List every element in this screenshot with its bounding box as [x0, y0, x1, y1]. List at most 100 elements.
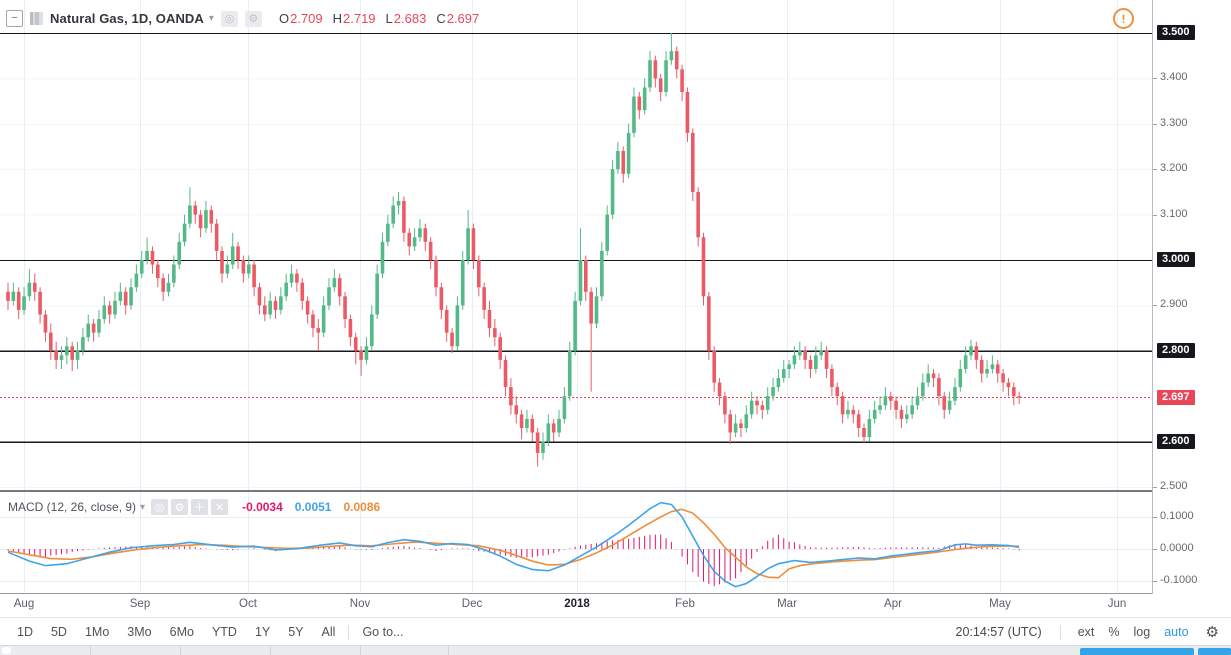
macd-hide-eye-icon[interactable]: ◎	[151, 499, 169, 515]
price-tick-label[interactable]: 3.400	[1160, 71, 1188, 84]
range-button-5y[interactable]: 5Y	[288, 625, 304, 639]
candle-down	[888, 396, 893, 401]
candle-down	[851, 409, 856, 415]
time-axis-label: Dec	[461, 598, 483, 610]
scale-mode-ext[interactable]: ext	[1077, 625, 1095, 639]
candle-down	[337, 278, 342, 297]
candle-up	[814, 355, 818, 369]
candle-up	[113, 300, 117, 315]
pane-separator[interactable]	[0, 490, 1231, 492]
level-price-label[interactable]: 3.000	[1157, 252, 1195, 267]
candle-down	[402, 200, 406, 233]
level-price-label[interactable]: 3.500	[1157, 25, 1195, 40]
range-button-1y[interactable]: 1Y	[254, 625, 271, 639]
macd-tick-label[interactable]: 0.1000	[1160, 510, 1194, 522]
close-value: 2.697	[446, 11, 480, 26]
collapse-pane-icon[interactable]: −	[6, 10, 23, 27]
range-button-all[interactable]: All	[321, 625, 336, 639]
strip-blue-button[interactable]	[1198, 648, 1231, 655]
macd-label[interactable]: MACD (12, 26, close, 9)	[8, 500, 137, 514]
range-button-5d[interactable]: 5D	[50, 625, 67, 639]
candle-down	[471, 228, 476, 260]
candle-down	[931, 373, 936, 379]
candle-up	[798, 350, 802, 356]
price-tick-label[interactable]: 3.300	[1160, 116, 1188, 129]
candle-up	[230, 246, 235, 265]
macd-add-icon[interactable]: ＋	[191, 499, 209, 515]
candle-down	[91, 323, 96, 333]
price-tick-label[interactable]: 3.200	[1160, 162, 1188, 175]
candle-down	[1017, 396, 1021, 398]
scale-mode-%[interactable]: %	[1108, 625, 1120, 639]
candle-up	[225, 264, 230, 274]
strip-blue-button[interactable]	[1080, 648, 1194, 655]
clock-utc[interactable]: 20:14:57 (UTC)	[955, 625, 1042, 639]
time-axis[interactable]: Aug Sep Oct Nov Dec 2018 Feb Mar Apr May Jun	[0, 594, 1152, 617]
level-price-label[interactable]: 2.800	[1157, 342, 1195, 358]
candle-down	[519, 414, 524, 428]
candle-down	[830, 368, 834, 388]
macd-chevron-down-icon[interactable]: ▾	[140, 501, 146, 513]
candle-down	[295, 273, 299, 283]
strip-divider	[270, 646, 271, 655]
macd-tick-label[interactable]: 0.0000	[1160, 542, 1194, 554]
price-axis[interactable]: 3.500 3.400 3.300 3.200 3.100 3.000 2.900 2.800…	[1153, 0, 1231, 594]
range-button-1mo[interactable]: 1Mo	[84, 625, 110, 639]
candle-up	[391, 205, 395, 224]
candle-up	[22, 296, 26, 310]
time-axis-label: Oct	[239, 598, 257, 610]
candle-down	[589, 291, 593, 324]
price-tick-label[interactable]: 2.500	[1160, 480, 1188, 492]
range-button-6mo[interactable]: 6Mo	[169, 625, 194, 639]
candle-up	[632, 96, 636, 133]
candle-down	[1006, 382, 1011, 388]
candle-up	[642, 87, 647, 111]
hide-series-icon[interactable]: ◎	[220, 10, 238, 27]
candle-up	[915, 396, 920, 406]
range-button-3mo[interactable]: 3Mo	[127, 625, 152, 639]
strip-divider	[448, 646, 449, 655]
scale-mode-log[interactable]: log	[1133, 625, 1151, 639]
candle-down	[305, 300, 310, 315]
chart-canvas[interactable]	[0, 0, 1152, 594]
macd-tick-label[interactable]: -0.1000	[1160, 574, 1198, 586]
level-price-label[interactable]: 2.600	[1157, 433, 1195, 449]
symbol-title[interactable]: Natural Gas, 1D, OANDA	[50, 11, 204, 26]
candle-up	[525, 418, 529, 428]
candle-up	[765, 396, 770, 410]
macd-remove-icon[interactable]: ✕	[211, 499, 229, 515]
range-button-1d[interactable]: 1D	[17, 625, 33, 639]
candle-up	[321, 305, 326, 333]
close-label: C	[436, 11, 446, 26]
macd-settings-gear-icon[interactable]: ⚙	[171, 499, 189, 515]
candle-up	[166, 282, 171, 292]
candle-down	[755, 400, 759, 406]
alert-warning-icon[interactable]: !	[1113, 8, 1134, 29]
candle-down	[551, 423, 556, 433]
candle-down	[487, 309, 492, 329]
candle-up	[594, 296, 599, 324]
candle-down	[241, 260, 246, 274]
goto-button[interactable]: Go to...	[362, 625, 404, 639]
candle-up	[985, 368, 989, 374]
candle-up	[129, 287, 133, 306]
price-tick-label[interactable]: 3.100	[1160, 207, 1188, 220]
chart-properties-gear-icon[interactable]: ⚙	[1205, 624, 1219, 641]
candle-up	[145, 250, 149, 260]
last-price-label[interactable]: 2.697	[1157, 389, 1195, 405]
candle-down	[353, 337, 358, 351]
range-button-ytd[interactable]: YTD	[211, 625, 237, 639]
candle-down	[38, 291, 42, 315]
strip-divider	[360, 646, 361, 655]
candle-up	[75, 350, 80, 360]
candle-down	[444, 309, 449, 333]
candle-up	[969, 346, 973, 356]
strip-divider	[90, 646, 91, 655]
candle-up	[86, 323, 91, 338]
price-tick-label[interactable]: 2.900	[1160, 298, 1188, 311]
candle-down	[161, 278, 165, 292]
scale-mode-auto[interactable]: auto	[1164, 625, 1189, 639]
series-settings-gear-icon[interactable]: ⚙	[244, 10, 262, 27]
candle-down	[637, 96, 642, 111]
chevron-down-icon[interactable]: ▾	[208, 13, 214, 24]
